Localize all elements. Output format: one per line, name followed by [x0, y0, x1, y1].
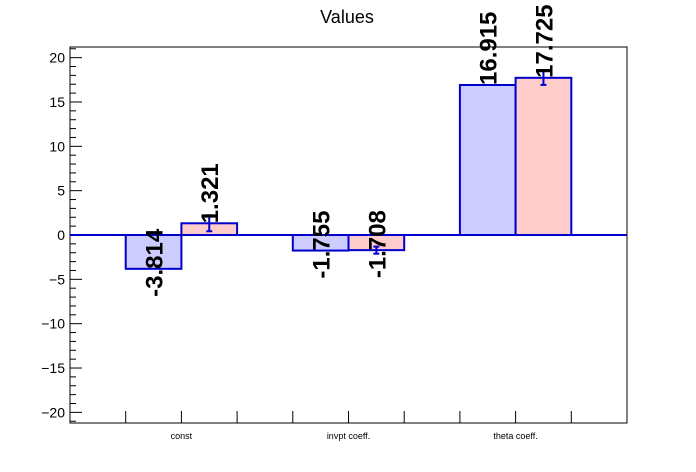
data-label: -1.755: [309, 211, 336, 279]
error-bars-group: [206, 69, 547, 255]
data-label: 16.915: [476, 12, 503, 85]
bar: [514, 76, 573, 236]
data-label: 17.725: [531, 4, 558, 77]
data-labels-group: -3.814 -1.755 16.915 1.321 -1.708 17.725: [142, 4, 559, 296]
y-tick-label: −5: [49, 271, 65, 287]
y-tick-label: 15: [49, 94, 65, 110]
y-tick-label: −15: [41, 360, 65, 376]
bar: [124, 234, 183, 270]
data-label: -1.708: [364, 210, 391, 278]
data-label: -3.814: [142, 228, 169, 297]
data-label: 1.321: [197, 163, 224, 223]
x-category-label: const: [171, 431, 193, 441]
y-tick-label: 10: [49, 138, 65, 154]
bar: [458, 83, 517, 236]
y-tick-label: −10: [41, 316, 65, 332]
y-tick-label: −20: [41, 404, 65, 420]
y-tick-label: 5: [57, 183, 65, 199]
x-axis: const invpt coeff. theta coeff.: [125, 411, 572, 441]
y-tick-label: 20: [49, 50, 65, 66]
x-category-label: theta coeff.: [493, 431, 537, 441]
bars-group: [124, 76, 573, 270]
x-category-label: invpt coeff.: [327, 431, 370, 441]
chart-title: Values: [320, 7, 374, 27]
y-tick-label: 0: [57, 227, 65, 243]
